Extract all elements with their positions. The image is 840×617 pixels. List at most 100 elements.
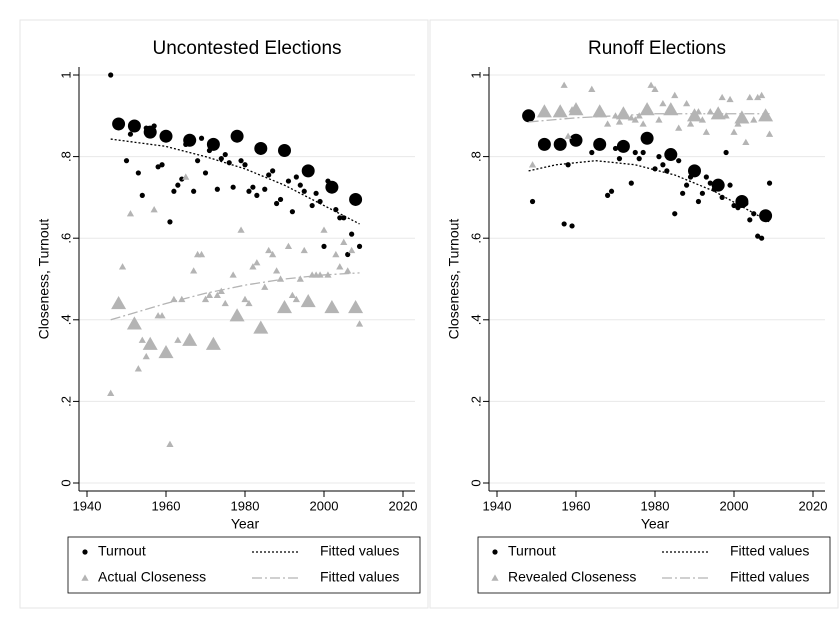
point: [230, 184, 236, 190]
point: [198, 135, 205, 141]
point: [722, 112, 730, 119]
point: [158, 312, 166, 319]
point: [340, 238, 348, 245]
legend-item: Revealed Closeness: [491, 569, 636, 585]
y-tick-label: .2: [58, 396, 73, 407]
point: [214, 186, 220, 192]
point: [528, 161, 537, 168]
point: [608, 188, 615, 194]
point: [237, 226, 245, 233]
point: [143, 125, 157, 139]
point: [706, 108, 714, 115]
point: [155, 164, 161, 170]
point: [254, 141, 268, 155]
point: [201, 295, 210, 303]
point: [766, 180, 773, 186]
legend-box: [67, 536, 421, 594]
point: [553, 137, 567, 151]
point: [265, 246, 273, 254]
point: [616, 156, 623, 162]
point: [150, 206, 158, 213]
point: [127, 119, 141, 133]
point: [179, 176, 185, 182]
y-tick-label: .6: [58, 233, 73, 244]
point: [123, 158, 130, 164]
point: [174, 336, 182, 343]
point: [245, 299, 253, 307]
point: [250, 184, 256, 190]
x-tick-label: 2000: [720, 498, 749, 513]
point: [300, 293, 316, 308]
point: [309, 202, 315, 209]
point: [707, 180, 713, 186]
point: [296, 275, 304, 282]
point: [217, 287, 225, 294]
point: [731, 202, 737, 209]
point: [687, 108, 702, 122]
legend-label: Fitted values: [320, 569, 399, 585]
legend-swatch: [491, 574, 499, 581]
legend-label: Turnout: [98, 543, 146, 559]
y-tick-label: 1: [468, 71, 483, 78]
point: [270, 168, 276, 174]
x-axis-title: Year: [231, 516, 260, 532]
point: [293, 174, 299, 180]
legend-item: Actual Closeness: [81, 569, 206, 585]
point: [107, 389, 115, 396]
point: [218, 156, 224, 162]
point: [561, 221, 567, 227]
point: [569, 223, 575, 229]
point: [325, 180, 339, 194]
point: [278, 143, 291, 157]
point: [253, 320, 269, 334]
point: [337, 215, 343, 221]
point: [175, 182, 181, 188]
x-tick-label: 2020: [799, 498, 828, 513]
point: [300, 246, 308, 254]
legend-item: Fitted values: [252, 543, 399, 559]
point: [529, 198, 536, 205]
point: [655, 116, 663, 123]
fit-line: [528, 160, 770, 223]
point: [742, 138, 750, 146]
point: [604, 120, 612, 127]
point: [688, 164, 701, 178]
point: [229, 271, 237, 278]
legend-item: Fitted values: [662, 543, 809, 559]
fit-line: [110, 272, 360, 321]
point: [301, 188, 307, 194]
point: [605, 192, 611, 198]
point: [588, 85, 596, 92]
point: [273, 267, 281, 274]
point: [262, 186, 268, 192]
point: [631, 116, 639, 123]
point: [266, 172, 272, 178]
point: [659, 99, 667, 107]
y-tick-label: .4: [58, 314, 73, 325]
point: [675, 124, 683, 131]
point: [190, 267, 198, 274]
point: [242, 162, 248, 168]
point: [652, 166, 658, 172]
legend-label: Fitted values: [320, 543, 399, 559]
point: [126, 210, 135, 217]
legend-swatch: [492, 549, 498, 555]
point: [735, 194, 749, 208]
point: [142, 352, 150, 360]
point: [285, 178, 292, 184]
point: [755, 233, 761, 239]
chart-title: Uncontested Elections: [152, 38, 341, 59]
y-tick-label: 0: [58, 479, 73, 486]
x-tick-label: 1980: [231, 498, 260, 513]
point: [183, 133, 197, 147]
y-tick-label: 0: [468, 479, 483, 486]
point: [683, 99, 691, 107]
y-tick-label: .6: [468, 233, 483, 244]
point: [734, 110, 750, 124]
y-tick-label: .2: [468, 396, 483, 407]
point: [589, 149, 595, 156]
point: [536, 104, 552, 118]
point: [276, 275, 285, 282]
point: [108, 72, 114, 78]
